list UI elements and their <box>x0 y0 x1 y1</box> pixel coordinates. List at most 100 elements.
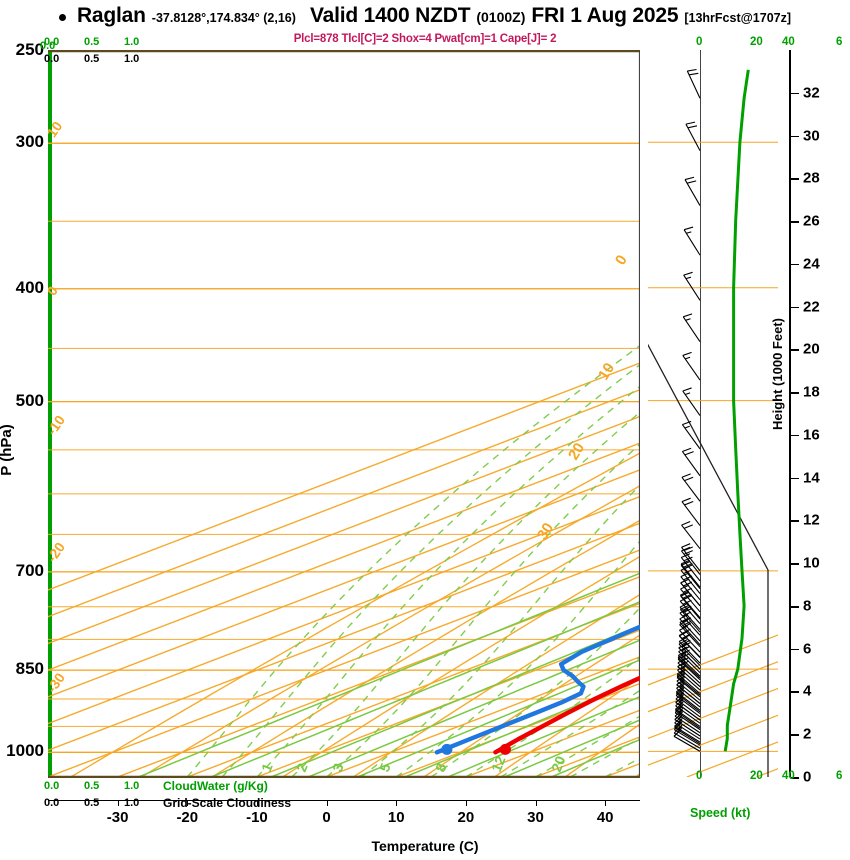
cw-bot-2: 1.0 <box>124 780 140 792</box>
speed-tick-0-bottom: 0 <box>696 770 703 782</box>
wind-barb <box>684 176 701 206</box>
height-tickmark-4 <box>791 691 799 694</box>
wind-barb <box>681 420 701 450</box>
temp-tickmark-0 <box>326 800 328 806</box>
cw-top-2: 1.0 <box>124 36 140 48</box>
temperature-tick--30: -30 <box>106 809 129 826</box>
temperature-tick-10: 10 <box>387 809 405 826</box>
height-tick-26: 26 <box>803 212 820 230</box>
height-tickmark-14 <box>791 477 799 480</box>
valid-time: Valid 1400 NZDT <box>309 4 471 27</box>
height-tickmark-0 <box>791 777 799 779</box>
height-tick-8: 8 <box>803 597 812 615</box>
wind-barb <box>677 653 701 681</box>
wind-barb <box>683 271 701 301</box>
temperature-tick-40: 40 <box>596 809 614 826</box>
speed-tick-0: 0 <box>696 36 703 48</box>
cloudwater-axis-label: CloudWater (g/Kg) <box>163 779 268 793</box>
temp-tickmark-30 <box>535 800 537 806</box>
height-tickmark-8 <box>791 605 799 608</box>
height-tickmark-12 <box>791 520 799 522</box>
mixing-ratio-label-2: 2 <box>293 761 311 774</box>
cloudiness-axis-label: Grid-Scale Cloudiness <box>163 796 292 810</box>
height-tick-24: 24 <box>803 255 820 273</box>
wind-barb <box>677 650 701 677</box>
cw-bot-0: 0.0 <box>44 780 60 792</box>
temperature-tick-20: 20 <box>457 809 475 826</box>
temperature-tick-0: 0 <box>322 809 331 826</box>
height-tickmark-18 <box>791 392 799 394</box>
wind-barb <box>682 313 701 343</box>
station-marker-icon <box>58 9 71 27</box>
pressure-tick-500: 500 <box>15 390 44 410</box>
forecast-lead: [13hrFcst@1707z] <box>684 11 792 25</box>
height-tick-12: 12 <box>803 511 820 529</box>
cloudwater-scale-top: 0.0 <box>40 36 55 54</box>
height-tick-22: 22 <box>803 298 820 316</box>
temperature-axis-label: Temperature (C) <box>371 838 479 854</box>
temperature-axis: -30 -20 -10 0 10 20 30 40 <box>48 800 640 826</box>
height-tick-32: 32 <box>803 84 820 102</box>
wind-barb <box>679 617 701 646</box>
height-tick-6: 6 <box>803 640 812 658</box>
dry-adiabat-label-0: 0 <box>612 252 631 268</box>
height-tickmark-32 <box>791 92 799 95</box>
isotherm-label--20: -20 <box>48 539 68 565</box>
wind-barb-panel[interactable] <box>648 50 778 777</box>
wind-barb <box>677 657 701 684</box>
valid-time-utc: (0100Z) <box>476 9 526 25</box>
mixing-ratio-label-20: 20 <box>548 753 569 774</box>
skewt-plot-area[interactable]: 10 0 -10 -20 -30 0 10 20 30 1 2 3 5 8 12 20 <box>48 50 640 778</box>
height-tick-14: 14 <box>803 469 820 487</box>
gc-bot-1: 0.5 <box>84 797 100 809</box>
cw-top-1: 0.5 <box>84 36 100 48</box>
height-tickmark-6 <box>791 648 799 651</box>
height-tickmark-30 <box>791 135 799 138</box>
pressure-tick-850: 850 <box>15 659 44 679</box>
wind-barb <box>681 546 701 575</box>
temp-tickmark--30 <box>117 800 119 806</box>
pressure-axis-label: P (hPa) <box>0 424 15 475</box>
wind-barb <box>681 473 701 502</box>
station-coords: -37.8128°,174.834° (2,16) <box>151 11 296 25</box>
height-tick-2: 2 <box>803 725 812 743</box>
speed-tick-40-bottom: 40 <box>782 770 795 782</box>
mixing-ratio-label-1: 1 <box>258 761 276 774</box>
surface-dewpoint-marker <box>441 743 453 755</box>
speed-axis-label: Speed (kt) <box>690 806 751 820</box>
height-tick-28: 28 <box>803 169 820 187</box>
temperature-tick--10: -10 <box>246 809 268 826</box>
dry-adiabat-label-30: 30 <box>534 520 557 543</box>
surface-temperature-marker <box>499 743 511 755</box>
pressure-tick-1000: 1000 <box>6 741 44 761</box>
wind-barb <box>681 543 701 572</box>
wind-speed-profile <box>723 69 750 752</box>
page-header: Raglan -37.8128°,174.834° (2,16) Valid 1… <box>0 4 850 32</box>
wind-barb <box>681 497 701 526</box>
cloudwater-tick-top-0: 0.0 <box>40 40 56 52</box>
cloudwater-axis-line <box>48 50 52 777</box>
height-tickmark-28 <box>791 178 799 180</box>
height-tick-16: 16 <box>803 426 820 444</box>
isotherm-label--10: -10 <box>48 412 68 438</box>
dewpoint-trace <box>434 624 640 755</box>
dry-adiabat-label-20: 20 <box>565 440 588 463</box>
wind-axis-line <box>700 50 701 777</box>
temperature-tick-30: 30 <box>527 809 544 826</box>
wind-barb <box>682 351 701 381</box>
wind-barb <box>682 387 701 416</box>
height-tickmark-26 <box>791 221 799 223</box>
sounding-indices: Plcl=878 Tlcl[C]=2 Shox=4 Pwat[cm]=1 Cap… <box>293 33 557 45</box>
temp-tickmark-10 <box>396 800 398 806</box>
pressure-tick-700: 700 <box>15 560 44 580</box>
height-tick-18: 18 <box>803 383 820 401</box>
gc-top-0: 0.0 <box>44 53 60 65</box>
wind-barb <box>681 447 701 477</box>
height-tick-20: 20 <box>803 340 820 358</box>
isotherm-label-0: 0 <box>48 283 61 299</box>
valid-date: FRI 1 Aug 2025 <box>531 4 679 27</box>
temperature-trace <box>493 675 640 755</box>
isotherm-label-10: 10 <box>48 118 66 140</box>
height-axis-label: Height (1000 Feet) <box>770 318 785 430</box>
pressure-axis: P (hPa) 250 300 400 500 700 850 1000 <box>0 40 48 777</box>
